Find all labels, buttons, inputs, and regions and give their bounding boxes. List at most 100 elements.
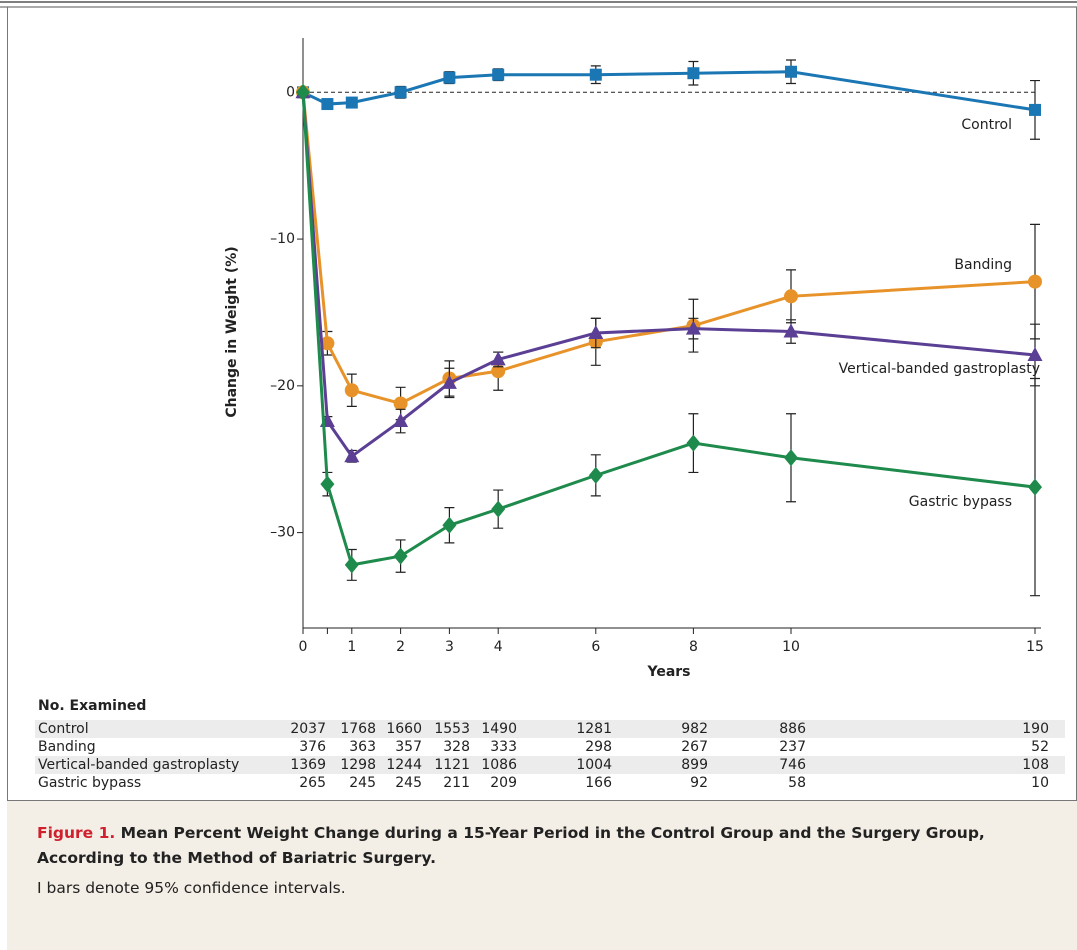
x-tick-label: 10 [782,639,800,655]
x-tick-label: 4 [494,639,503,655]
series-label: Vertical-banded gastroplasty [839,361,1040,377]
marker [441,374,457,389]
table-row-bg [35,720,1065,738]
row-label: Gastric bypass [38,775,141,791]
table-cell: 899 [681,757,708,773]
marker [442,516,457,534]
marker [320,475,335,493]
marker [492,68,505,81]
table-cell: 108 [1022,757,1049,773]
table-cell: 746 [779,757,806,773]
table-cell: 1553 [434,721,470,737]
series-label: Control [961,117,1012,133]
table-cell: 1281 [576,721,612,737]
table-title: No. Examined [38,698,146,714]
table-cell: 1490 [481,721,517,737]
marker [784,289,798,304]
table-cell: 211 [443,775,470,791]
caption-note: I bars denote 95% confidence intervals. [37,879,346,897]
marker [687,67,700,80]
table-cell: 363 [349,739,376,755]
marker [320,336,335,351]
table-cell: 328 [443,739,470,755]
table-cell: 190 [1022,721,1049,737]
table-cell: 166 [585,775,612,791]
x-tick-label: 6 [591,639,600,655]
marker [589,68,602,81]
marker [686,434,701,452]
table-cell: 245 [349,775,376,791]
marker [783,323,799,338]
marker [784,449,798,467]
row-label: Banding [38,739,96,755]
series-label: Banding [954,257,1012,273]
series-line [302,70,1036,112]
marker [393,396,408,411]
table-cell: 1369 [290,757,326,773]
x-tick-label: 15 [1026,639,1044,655]
series-line [301,92,1036,459]
y-tick-label: –10 [270,231,295,247]
caption-title: Figure 1. Mean Percent Weight Change dur… [37,821,1047,871]
marker [685,320,701,335]
table-cell: 1298 [340,757,376,773]
table-cell: 298 [585,739,612,755]
x-axis-label: Years [646,664,690,680]
table-cell: 333 [490,739,517,755]
marker [394,86,407,99]
table-cell: 1004 [576,757,612,773]
marker [344,448,360,463]
marker [393,547,408,565]
table-cell: 58 [788,775,806,791]
x-tick-label: 3 [445,639,454,655]
marker [491,500,506,518]
marker [296,83,310,101]
x-tick-label: 0 [299,639,308,655]
marker [490,351,506,366]
table-cell: 376 [299,739,326,755]
table-cell: 357 [395,739,422,755]
series-line [301,92,1036,406]
y-tick-label: –20 [270,378,295,394]
table-cell: 265 [299,775,326,791]
series-line [301,92,1036,567]
marker [321,98,334,111]
y-tick-label: 0 [286,84,295,100]
table-cell: 1660 [386,721,422,737]
chart: Change in Weight (%) Years No. Examined … [0,1,1077,800]
figure-label: Figure 1. [37,824,116,842]
table-cell: 1121 [434,757,470,773]
y-tick-label: –30 [270,525,295,541]
caption-text: Mean Percent Weight Change during a 15-Y… [37,824,985,867]
marker [588,325,604,339]
marker [344,556,359,574]
table-row-bg [35,756,1065,774]
marker [443,71,456,84]
table-cell: 1768 [340,721,376,737]
marker [1028,478,1042,496]
marker [588,466,603,484]
table-cell: 982 [681,721,708,737]
marker [1029,103,1041,116]
x-tick-label: 2 [396,639,405,655]
row-label: Vertical-banded gastroplasty [38,757,239,773]
row-label: Control [38,721,89,737]
table-cell: 209 [490,775,517,791]
table-cell: 1086 [481,757,517,773]
marker [393,413,409,428]
caption: Figure 1. Mean Percent Weight Change dur… [7,800,1077,950]
table-cell: 1244 [386,757,422,773]
marker [1028,274,1042,289]
x-tick-label: 8 [689,639,698,655]
table-cell: 10 [1031,775,1049,791]
series-label: Gastric bypass [909,494,1012,510]
table-cell: 267 [681,739,708,755]
marker [785,65,797,78]
table-cell: 237 [779,739,806,755]
table-cell: 245 [395,775,422,791]
table-cell: 52 [1031,739,1049,755]
y-axis-label: Change in Weight (%) [224,246,240,417]
table-cell: 92 [690,775,708,791]
marker [1027,347,1043,362]
